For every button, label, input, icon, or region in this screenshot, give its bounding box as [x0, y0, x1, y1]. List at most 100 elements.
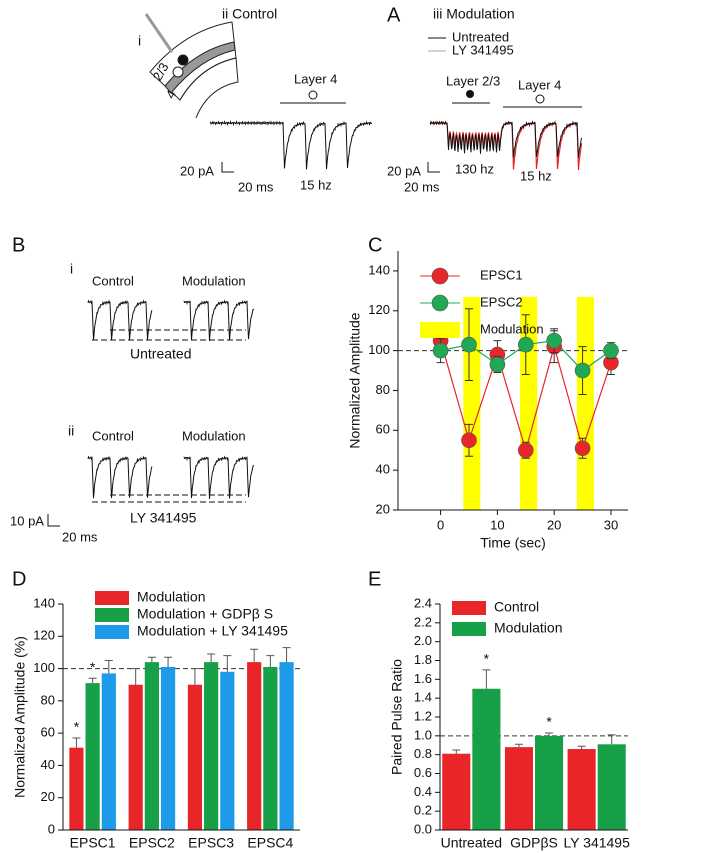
y-tick-label: 120: [368, 302, 390, 317]
error-bar: [223, 655, 232, 672]
legend-label: Modulation + GDPβ S: [137, 606, 273, 622]
y-tick-label: 0.4: [414, 784, 432, 799]
y-tick-label: 0: [48, 821, 55, 836]
error-bar: [282, 647, 291, 663]
x-axis-label: Time (sec): [480, 535, 546, 551]
scale-label: 20 pA: [180, 163, 214, 178]
significance-mark: *: [90, 659, 96, 675]
error-bar: [545, 732, 554, 736]
bar: [442, 753, 471, 830]
stim-site: [466, 90, 474, 98]
y-tick-label: 100: [33, 660, 55, 675]
trace-label: Modulation: [182, 428, 246, 443]
y-tick-label: 2.2: [414, 614, 432, 629]
x-tick-label: EPSC3: [188, 835, 234, 851]
trace: [429, 120, 583, 158]
y-tick-label: 80: [41, 692, 55, 707]
significance-mark: *: [74, 719, 80, 735]
error-bar: [452, 749, 461, 754]
x-tick-label: EPSC1: [70, 835, 116, 851]
x-tick-label: EPSC2: [129, 835, 175, 851]
stim-site: [535, 94, 545, 104]
x-tick-label: Untreated: [441, 835, 502, 851]
legend-label: EPSC1: [480, 267, 523, 282]
y-tick-label: 0.2: [414, 803, 432, 818]
legend-swatch: [95, 608, 129, 622]
y-tick-label: 60: [376, 422, 390, 437]
data-point: [461, 336, 477, 353]
bar: [204, 662, 219, 830]
y-tick-label: 1.6: [414, 671, 432, 686]
legend-label: Modulation + LY 341495: [137, 623, 288, 639]
x-tick-label: 0: [437, 517, 444, 532]
error-bar: [190, 668, 199, 685]
legend-label: LY 341495: [452, 42, 514, 57]
scale-label: 10 pA: [10, 513, 44, 528]
error-bar: [72, 737, 81, 748]
scale-bar: [221, 162, 234, 173]
y-tick-label: 40: [41, 757, 55, 772]
bar: [85, 683, 100, 830]
frequency-label: 15 hz: [300, 177, 332, 192]
significance-mark: *: [484, 651, 490, 667]
panel-label: A: [387, 4, 401, 26]
bar: [69, 747, 84, 830]
error-bar: [607, 734, 616, 745]
legend-swatch: [95, 625, 129, 639]
bar: [101, 673, 116, 830]
bar: [279, 662, 294, 830]
dashed-reference: [92, 329, 246, 503]
numeral: i: [70, 261, 73, 277]
y-tick-label: 0.8: [414, 746, 432, 761]
numeral: ii: [68, 423, 74, 439]
error-bar: [147, 656, 156, 663]
legend-marker: [431, 267, 449, 285]
y-tick-label: 2.4: [414, 595, 432, 610]
y-tick-label: 1.2: [414, 708, 432, 723]
bar: [187, 684, 203, 830]
stim-label: Layer 4: [518, 77, 561, 92]
x-tick-label: 30: [604, 517, 618, 532]
y-tick-label: 60: [41, 725, 55, 740]
bar: [504, 747, 533, 830]
legend-label: Modulation: [137, 589, 206, 605]
y-axis-label: Paired Pulse Ratio: [389, 659, 405, 775]
y-tick-label: 140: [33, 595, 55, 610]
stim-label: Layer 2/3: [446, 73, 500, 88]
data-point: [461, 432, 477, 449]
bar: [567, 749, 596, 830]
scale-bar: [47, 514, 60, 527]
bar: [597, 744, 626, 830]
trace: [183, 455, 255, 500]
panel-label: D: [12, 568, 26, 590]
error-bar: [266, 655, 275, 667]
legend-label: EPSC2: [480, 294, 523, 309]
x-tick-label: EPSC4: [247, 835, 293, 851]
y-tick-label: 1.8: [414, 652, 432, 667]
legend-swatch: [420, 322, 460, 338]
y-tick-label: 140: [368, 262, 390, 277]
bar: [220, 671, 235, 830]
bar: [247, 662, 262, 830]
legend-label: Untreated: [452, 29, 509, 44]
axes: [439, 604, 628, 831]
numeral: i: [138, 33, 141, 49]
data-point: [574, 362, 591, 379]
slice-diagram: [144, 13, 239, 119]
y-axis-label: Normalized Amplitude (%): [12, 636, 28, 798]
trace: [183, 299, 255, 342]
y-tick-label: 1.4: [414, 690, 432, 705]
legend-label: Modulation: [480, 321, 544, 336]
data-point: [432, 342, 449, 359]
significance-mark: *: [546, 714, 552, 730]
bar: [128, 684, 143, 830]
y-axis-label: Normalized Amplitude: [347, 312, 363, 448]
modulation-band: [463, 296, 481, 510]
error-bar: [207, 653, 216, 663]
stim-label: Layer 4: [294, 71, 337, 86]
error-bar: [104, 660, 113, 674]
bar: [144, 662, 159, 830]
panel-label: C: [368, 234, 382, 256]
frequency-label: 15 hz: [520, 168, 552, 183]
